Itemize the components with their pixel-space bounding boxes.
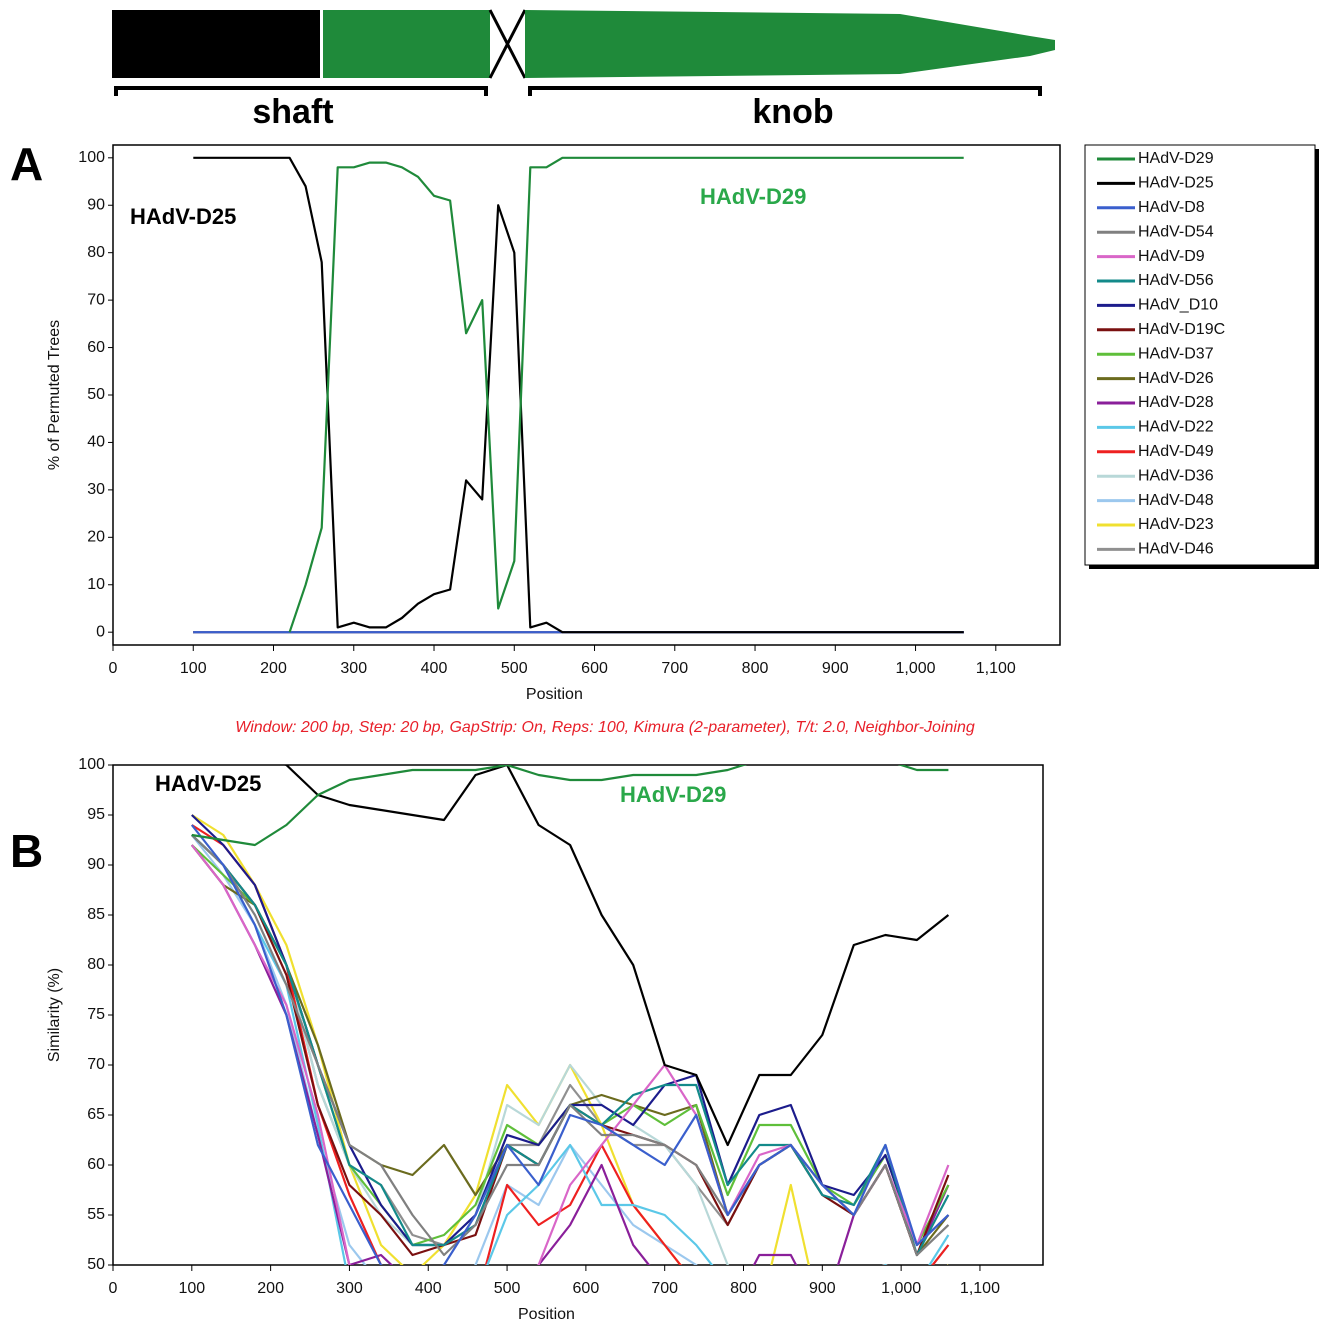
x-tick-label: 1,000 [881, 1280, 921, 1297]
y-tick-label: 75 [87, 1006, 105, 1023]
legend-label: HAdV-D36 [1138, 467, 1214, 484]
x-tick-label: 500 [494, 1280, 521, 1297]
series-line [288, 156, 964, 633]
legend-label: HAdV-D19C [1138, 321, 1225, 338]
series-line [191, 834, 950, 1265]
x-tick-label: 200 [260, 660, 287, 677]
annotation: HAdV-D25 [155, 771, 261, 796]
legend-label: HAdV-D8 [1138, 199, 1205, 216]
x-tick-label: 0 [109, 660, 118, 677]
y-tick-label: 70 [87, 1056, 105, 1073]
plot-lines [190, 765, 950, 1265]
y-axis-label: % of Permuted Trees [46, 320, 63, 470]
y-tick-label: 100 [78, 756, 105, 773]
y-tick-label: 20 [87, 529, 105, 546]
x-tick-label: 500 [501, 660, 528, 677]
legend-label: HAdV-D49 [1138, 443, 1214, 460]
legend-label: HAdV-D26 [1138, 370, 1214, 387]
x-tick-label: 100 [180, 660, 207, 677]
x-tick-label: 600 [573, 1280, 600, 1297]
legend-label: HAdV-D46 [1138, 541, 1214, 558]
y-tick-label: 30 [87, 481, 105, 498]
legend-label: HAdV-D9 [1138, 248, 1205, 265]
annotation: HAdV-D25 [130, 204, 236, 229]
plot-area [112, 764, 1044, 1266]
note: Window: 200 bp, Step: 20 bp, GapStrip: O… [235, 719, 975, 736]
x-tick-label: 700 [651, 1280, 678, 1297]
y-tick-label: 90 [87, 196, 105, 213]
y-tick-label: 0 [96, 623, 105, 640]
y-tick-label: 90 [87, 856, 105, 873]
knob-label: knob [752, 93, 833, 131]
series-line [193, 156, 964, 634]
x-tick-label: 600 [581, 660, 608, 677]
shaft-bracket [114, 86, 488, 96]
y-tick-label: 50 [87, 386, 105, 403]
x-tick-label: 800 [742, 660, 769, 677]
series-line [190, 844, 950, 1265]
x-tick-label: 700 [661, 660, 688, 677]
x-tick-label: 100 [178, 1280, 205, 1297]
x-tick-label: 300 [336, 1280, 363, 1297]
x-tick-label: 1,100 [960, 1280, 1000, 1297]
crossover [488, 9, 527, 79]
y-tick-label: 40 [87, 434, 105, 451]
x-axis-label: Position [526, 686, 583, 703]
legend-label: HAdV-D48 [1138, 492, 1214, 509]
x-tick-label: 900 [822, 660, 849, 677]
annotation: HAdV-D29 [620, 782, 726, 807]
y-tick-label: 95 [87, 806, 105, 823]
y-tick-label: 55 [87, 1206, 105, 1223]
x-tick-label: 900 [809, 1280, 836, 1297]
y-tick-label: 50 [87, 1256, 105, 1273]
y-axis-label: Similarity (%) [46, 968, 63, 1062]
y-tick-label: 80 [87, 956, 105, 973]
knob-bracket [528, 86, 1042, 96]
x-tick-label: 400 [421, 660, 448, 677]
y-tick-label: 10 [87, 576, 105, 593]
x-axis-label: Position [518, 1306, 575, 1322]
shaft-green [323, 10, 490, 78]
legend-label: HAdV-D29 [1138, 150, 1214, 167]
legend-label: HAdV-D25 [1138, 175, 1214, 192]
legend-label: HAdV-D37 [1138, 345, 1214, 362]
y-tick-label: 85 [87, 906, 105, 923]
annotation: HAdV-D29 [700, 184, 806, 209]
plot-area [112, 144, 1061, 646]
fiber-diagram: shaft knob [112, 9, 1055, 131]
x-tick-label: 800 [730, 1280, 757, 1297]
x-tick-label: 300 [340, 660, 367, 677]
legend-label: HAdV-D23 [1138, 516, 1214, 533]
x-tick-label: 1,000 [896, 660, 936, 677]
plot-lines [193, 156, 964, 634]
y-tick-label: 60 [87, 1156, 105, 1173]
x-tick-label: 0 [109, 1280, 118, 1297]
series-line [191, 834, 950, 1265]
panel-letter: A [10, 138, 43, 190]
x-tick-label: 1,100 [976, 660, 1016, 677]
y-tick-label: 65 [87, 1106, 105, 1123]
legend-label: HAdV-D54 [1138, 223, 1214, 240]
legend-label: HAdV-D28 [1138, 394, 1214, 411]
y-tick-label: 80 [87, 244, 105, 261]
y-tick-label: 60 [87, 339, 105, 356]
x-tick-label: 400 [415, 1280, 442, 1297]
knob-green [525, 10, 1055, 78]
y-tick-label: 100 [78, 149, 105, 166]
x-tick-label: 200 [257, 1280, 284, 1297]
shaft-black [112, 10, 320, 78]
series-line [191, 765, 949, 847]
legend-label: HAdV-D22 [1138, 419, 1214, 436]
legend-label: HAdV-D56 [1138, 272, 1214, 289]
series-line [190, 824, 950, 1265]
y-tick-label: 70 [87, 291, 105, 308]
legend-label: HAdV_D10 [1138, 297, 1218, 314]
panel-letter: B [10, 825, 43, 877]
shaft-label: shaft [252, 93, 333, 131]
